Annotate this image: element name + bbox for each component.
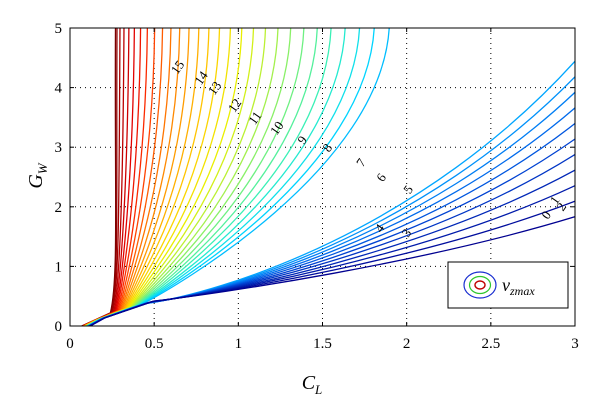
contour-line [81,28,118,326]
y-tick-label: 0 [55,319,63,335]
y-ticks: 0 1 2 3 4 5 [55,21,575,335]
x-tick-label: 1.5 [313,336,332,352]
contour-line [82,28,136,326]
x-tick-label: 2.5 [481,336,500,352]
contour-line [86,28,318,326]
x-ticks: 0 0.5 1 1.5 2 2.5 3 [66,28,579,352]
contour-line [82,28,130,326]
x-tick-label: 1 [235,336,243,352]
contour-line [84,28,190,326]
contour-line [81,28,121,326]
x-tick-label: 0.5 [145,336,164,352]
contour-line [82,28,125,326]
contour-line [84,28,200,326]
contour-line [83,28,164,326]
y-tick-label: 3 [55,140,63,156]
contour-line [89,216,575,326]
contour-line [81,28,117,326]
y-tick-label: 4 [55,81,63,97]
contour-line [84,28,221,326]
contour-line [83,28,172,326]
contour-line [87,28,390,326]
contour-line [85,28,243,326]
legend-label: vzmax [502,275,535,298]
contour-line [85,28,267,326]
x-tick-label: 3 [571,336,579,352]
legend-contour-icon [463,271,497,299]
contour-line [85,28,279,326]
y-axis-title: GW [25,162,50,188]
x-axis-title: CL [302,372,323,397]
contour-line [86,28,292,326]
contour-line [83,28,149,326]
y-tick-label: 5 [55,21,63,37]
y-tick-label: 2 [55,200,63,216]
legend: vzmax [447,261,569,309]
legend-box [447,261,569,309]
y-tick-label: 1 [55,259,63,275]
contour-line [83,28,156,326]
contour-line [84,28,232,326]
contour-lines [81,28,575,326]
contour-line [82,28,142,326]
contour-line [83,28,181,326]
x-tick-label: 0 [66,336,74,352]
contour-line [85,28,255,326]
x-tick-label: 2 [403,336,411,352]
contour-line [86,28,305,326]
contour-line [84,28,210,326]
